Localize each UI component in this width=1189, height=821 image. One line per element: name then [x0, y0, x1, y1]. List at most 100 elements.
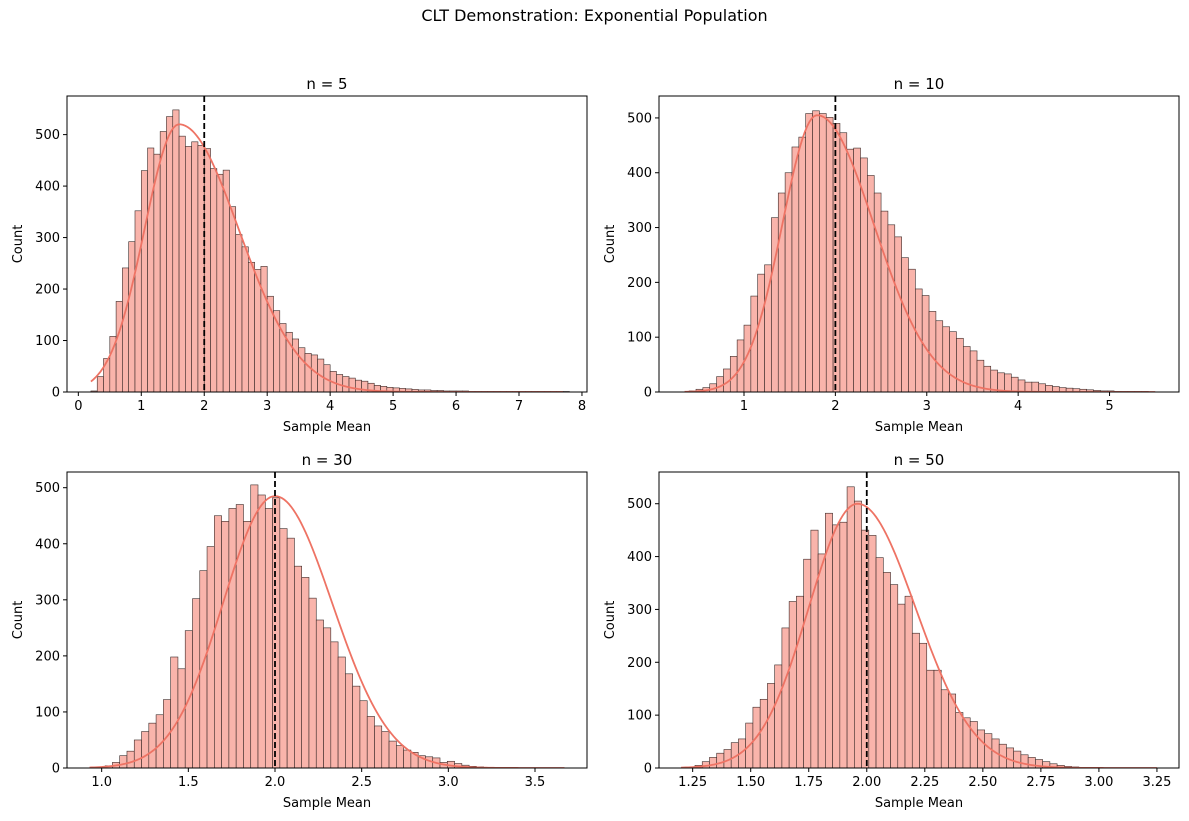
histogram-bar [868, 535, 877, 768]
histogram-bar [788, 601, 797, 768]
histogram-bar [243, 521, 252, 768]
histogram-bar [96, 376, 104, 392]
histogram-bar [901, 257, 909, 392]
histogram-bar [348, 377, 356, 392]
histogram-bar [266, 295, 274, 392]
histogram-bar [771, 217, 779, 392]
histogram-bar [254, 269, 262, 392]
histogram-bar [767, 683, 775, 768]
figure-suptitle: CLT Demonstration: Exponential Populatio… [421, 6, 768, 25]
x-tick-label: 3.25 [1142, 775, 1171, 790]
histogram-bar [115, 301, 123, 392]
histogram-bar [128, 241, 136, 392]
histogram-bar [330, 641, 339, 768]
y-tick-label: 100 [35, 705, 60, 720]
histogram-bar [1020, 754, 1029, 768]
y-tick-label: 200 [627, 276, 652, 291]
y-axis-label: Count [603, 601, 618, 640]
x-tick-label: 5 [389, 399, 397, 414]
y-tick-label: 300 [35, 231, 60, 246]
histogram-bar [228, 508, 237, 768]
histogram-bar [388, 740, 397, 768]
histogram-bar [323, 627, 332, 768]
histogram-bar [709, 757, 718, 768]
y-tick-label: 500 [35, 481, 60, 496]
x-tick-label: 1.0 [91, 775, 112, 790]
y-tick-label: 100 [627, 709, 652, 724]
histogram-bar [887, 224, 896, 392]
histogram-bar [819, 113, 827, 392]
y-tick-label: 400 [35, 180, 60, 195]
histogram-bar [956, 337, 964, 392]
histogram-bar [374, 725, 383, 768]
histogram-bar [926, 669, 935, 768]
histogram-bar [933, 669, 942, 768]
histogram-bar [308, 597, 317, 768]
histogram-bar [359, 700, 368, 768]
x-tick-label: 3.0 [438, 775, 459, 790]
histogram-bar [894, 236, 902, 392]
histogram-bar [241, 246, 249, 392]
histogram-bar [984, 733, 993, 768]
histogram-bar [272, 497, 281, 768]
y-tick-label: 0 [52, 762, 60, 777]
histogram-panel: 1.25 1.50 1.75 2.00 2.25 2.50 2.75 3.00 3.25 0 100… [603, 451, 1180, 811]
plot-area [90, 96, 570, 392]
histogram-bar [203, 148, 211, 392]
axes-frame [66, 95, 588, 393]
x-tick-label: 2.00 [852, 775, 881, 790]
histogram-bar [366, 716, 375, 768]
histogram-bar [942, 326, 950, 392]
x-tick-label: 1.75 [794, 775, 823, 790]
histogram-bar [897, 603, 906, 768]
histogram-bar [1013, 750, 1022, 768]
histogram-bar [716, 752, 725, 768]
x-tick-label: 1 [137, 399, 145, 414]
histogram-bar [1004, 373, 1012, 392]
x-tick-label: 1.50 [736, 775, 765, 790]
x-tick-label: 3.00 [1084, 775, 1113, 790]
histogram-bar [197, 145, 205, 392]
x-tick-label: 2.75 [1026, 775, 1055, 790]
y-tick-label: 200 [35, 649, 60, 664]
histogram-bar [839, 521, 848, 768]
y-tick-label: 400 [35, 537, 60, 552]
histogram-bar [832, 123, 841, 392]
x-tick-label: 2.50 [968, 775, 997, 790]
histogram-bar [1031, 381, 1040, 392]
histogram-bar [292, 338, 299, 392]
y-tick-label: 300 [627, 221, 652, 236]
histogram-bar [119, 755, 128, 768]
y-tick-label: 200 [35, 283, 60, 298]
histogram-bar [337, 656, 346, 768]
x-tick-label: 4 [1014, 399, 1022, 414]
histogram-bar [882, 572, 891, 768]
plot-area [681, 472, 1157, 768]
histogram-bar [257, 494, 266, 768]
histogram-bar [159, 131, 167, 392]
y-tick-label: 400 [627, 550, 652, 565]
y-tick-label: 0 [644, 762, 652, 777]
histogram-bar [304, 353, 312, 392]
histogram-bar [757, 273, 765, 392]
y-tick-label: 0 [52, 386, 60, 401]
histogram-bar [153, 153, 161, 392]
histogram-bar [839, 132, 848, 392]
histogram-bar [832, 524, 841, 768]
histogram-bar [298, 347, 306, 392]
x-tick-label: 5 [1105, 399, 1113, 414]
histogram-bar [854, 500, 862, 768]
histogram-bar [122, 267, 130, 392]
histogram-bar [147, 147, 155, 392]
x-tick-label: 1.5 [178, 775, 199, 790]
histogram-bar [928, 311, 937, 392]
x-tick-label: 2.0 [265, 775, 286, 790]
histogram-bar [172, 109, 180, 392]
histogram-bar [1024, 381, 1033, 392]
histogram-bar [798, 136, 806, 392]
histogram-bar [759, 698, 768, 768]
x-tick-label: 4 [326, 399, 334, 414]
y-axis-label: Count [603, 225, 618, 264]
histogram-bar [210, 168, 218, 392]
histogram-bar [148, 722, 157, 768]
